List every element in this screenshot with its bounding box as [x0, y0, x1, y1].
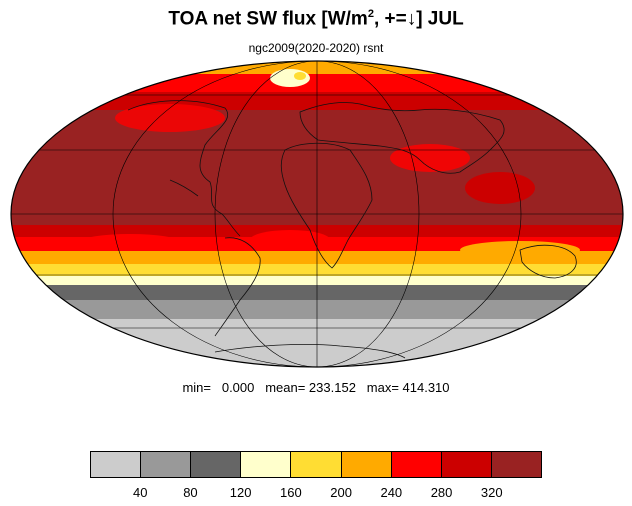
legend-swatch: [341, 452, 392, 477]
legend-swatch: [241, 452, 292, 477]
legend-tick-label: 160: [280, 485, 302, 500]
color-legend-bar: [90, 451, 542, 478]
legend-tick-label: 320: [480, 485, 503, 500]
legend-tick-label: 200: [330, 485, 352, 500]
legend-tick-label: 120: [229, 485, 252, 500]
legend-swatch: [441, 452, 492, 477]
legend-tick-label: 40: [132, 485, 148, 500]
color-legend-labels: 40 80 120 160 200 240 280 320: [0, 485, 632, 503]
legend-swatch: [291, 452, 342, 477]
legend-tick-label: 80: [183, 485, 198, 500]
plot-title: TOA net SW flux [W/m2, +=↓] JUL: [168, 8, 464, 30]
legend-swatch: [391, 452, 442, 477]
legend-swatch: [141, 452, 192, 477]
legend-swatch: [191, 452, 242, 477]
summary-stats: min= 0.000 mean= 233.152 max= 414.310: [182, 380, 450, 395]
legend-swatch: [91, 452, 142, 477]
legend-tick-label: 280: [430, 485, 453, 500]
plot-subtitle: ngc2009(2020-2020) rsnt: [248, 41, 384, 55]
legend-tick-label: 240: [380, 485, 403, 500]
legend-swatch: [491, 452, 541, 477]
